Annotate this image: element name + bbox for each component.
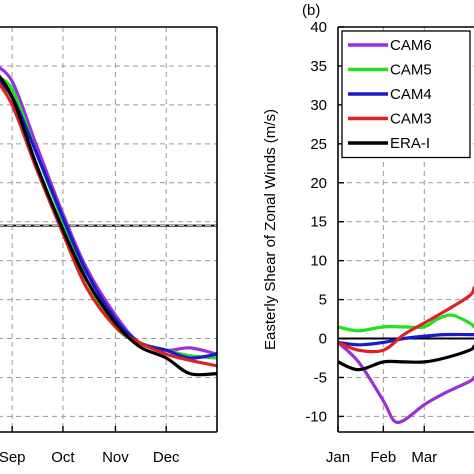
- series-line-era-i: [0, 74, 217, 377]
- x-tick-label: Jan: [326, 449, 350, 466]
- legend-label: ERA-I: [390, 135, 430, 152]
- x-tick-label: Mar: [411, 449, 437, 466]
- x-tick-label: Feb: [370, 449, 396, 466]
- y-tick-label: -10: [305, 408, 327, 425]
- y-tick-label: 20: [310, 175, 327, 192]
- y-tick-label: 15: [310, 214, 327, 231]
- series-line-cam6: [0, 66, 217, 356]
- y-tick-label: 40: [310, 19, 327, 36]
- series-group: [338, 286, 474, 425]
- panel-title: (b): [302, 2, 320, 19]
- legend-label: CAM5: [390, 62, 432, 79]
- series-line-cam4: [338, 332, 474, 347]
- panel-a: Sep Oct Nov Dec: [0, 26, 218, 466]
- series-line-cam3: [338, 286, 474, 354]
- y-tick-label: 10: [310, 253, 327, 270]
- series-group: [0, 66, 217, 377]
- series-line-cam5: [338, 313, 474, 333]
- y-tick-label: 0: [319, 331, 327, 348]
- legend-label: CAM4: [390, 86, 432, 103]
- y-tick-label: 5: [319, 292, 327, 309]
- series-line-era-i: [338, 344, 474, 372]
- x-tick-label: Dec: [153, 449, 180, 466]
- series-line-cam3: [0, 81, 217, 368]
- x-tick-label: Sep: [0, 449, 26, 466]
- y-tick-label: -5: [314, 369, 327, 386]
- legend-label: CAM3: [390, 111, 432, 128]
- series-line-cam6: [338, 340, 474, 425]
- y-tick-label: 30: [310, 97, 327, 114]
- legend-label: CAM6: [390, 37, 432, 54]
- y-tick-label: 35: [310, 58, 327, 75]
- x-tick-label: Nov: [102, 449, 129, 466]
- panel-b: Jan Feb Mar -10 -5 0 5 10 15 20 25 30 35 40 Easterly S…: [262, 2, 474, 466]
- y-axis-label: Easterly Shear of Zonal Winds (m/s): [262, 109, 279, 350]
- y-tick-label: 25: [310, 136, 327, 153]
- x-tick-label: Oct: [51, 449, 75, 466]
